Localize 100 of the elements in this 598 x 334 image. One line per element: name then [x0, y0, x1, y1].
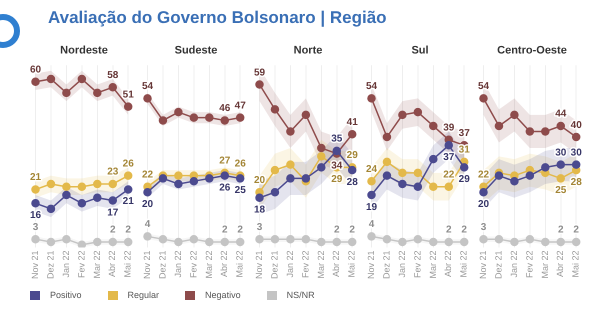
chart-title: Sudeste	[174, 44, 218, 57]
x-tick-label: Jan 22	[396, 250, 407, 278]
data-label: 2	[222, 224, 228, 236]
data-label: 54	[142, 81, 154, 92]
data-label: 18	[254, 204, 266, 216]
x-tick-label: Dez 21	[381, 250, 392, 280]
data-label: 58	[107, 70, 119, 82]
data-label: 2	[573, 224, 580, 236]
x-tick-label: Nov 21	[478, 250, 488, 280]
x-tick-label: Mar 22	[540, 250, 550, 278]
x-tick-label: Fev 22	[188, 250, 198, 278]
data-label: 26	[219, 182, 231, 194]
x-tick-label: Mai 22	[458, 250, 469, 278]
data-label: 31	[458, 144, 470, 156]
x-tick-label: Fev 22	[76, 250, 86, 278]
x-tick-label: Mar 22	[428, 250, 438, 278]
data-label: 44	[555, 108, 567, 120]
data-label: 21	[30, 172, 42, 184]
data-label: 29	[346, 150, 358, 162]
data-label: 25	[234, 185, 246, 196]
data-label: 19	[366, 202, 378, 213]
x-tick-label: Fev 22	[412, 250, 422, 278]
x-tick-label: Mai 22	[570, 250, 581, 278]
x-tick-label: Jan 22	[284, 250, 295, 278]
data-label: 3	[32, 222, 39, 233]
legend-label: Negativo	[204, 290, 241, 300]
x-tick-label: Abr 22	[443, 250, 454, 278]
data-label: 37	[458, 128, 470, 140]
data-label: 28	[570, 176, 582, 188]
data-label: 51	[122, 89, 134, 100]
chart-title: Sul	[411, 44, 429, 57]
data-label: 16	[30, 210, 42, 222]
data-label: 2	[446, 224, 452, 236]
data-label: 25	[555, 185, 567, 196]
data-label: 3	[256, 222, 263, 233]
chart-title: Norte	[294, 44, 322, 57]
x-tick-label: Nov 21	[30, 250, 40, 280]
data-label: 22	[443, 169, 455, 180]
x-tick-label: Fev 22	[524, 250, 534, 278]
data-label: 30	[555, 147, 567, 158]
data-label: 23	[107, 166, 119, 178]
data-label: 20	[478, 198, 490, 210]
chart-title: Centro-Oeste	[497, 44, 567, 57]
x-tick-label: Dez 21	[269, 250, 280, 280]
data-label: 21	[122, 196, 134, 208]
x-tick-label: Jan 22	[60, 250, 71, 278]
data-label: 27	[219, 156, 231, 167]
data-label: 29	[331, 174, 343, 186]
data-label: 54	[366, 81, 378, 92]
data-label: 2	[237, 224, 244, 236]
data-label: 2	[558, 224, 564, 236]
x-tick-label: Abr 22	[219, 250, 230, 278]
data-label: 2	[125, 224, 132, 236]
data-label: 2	[334, 224, 340, 236]
data-label: 30	[570, 147, 582, 158]
x-tick-label: Abr 22	[555, 250, 566, 278]
x-tick-label: Fev 22	[300, 250, 310, 278]
data-label: 24	[366, 164, 378, 175]
legend-label: NS/NR	[286, 290, 315, 300]
legend-label: Positivo	[49, 290, 82, 300]
x-tick-label: Abr 22	[107, 250, 118, 278]
data-label: 20	[254, 174, 266, 186]
data-label: 22	[142, 169, 154, 180]
data-label: 28	[346, 176, 358, 188]
data-label: 2	[461, 224, 468, 236]
data-label: 40	[570, 120, 582, 131]
data-label: 54	[478, 81, 490, 92]
x-tick-label: Nov 21	[366, 250, 376, 280]
data-label: 26	[234, 158, 246, 170]
data-label: 60	[30, 64, 42, 76]
data-label: 47	[234, 100, 246, 112]
data-label: 26	[122, 158, 134, 170]
data-label: 20	[142, 198, 154, 210]
x-tick-label: Dez 21	[45, 250, 56, 280]
data-label: 4	[368, 219, 375, 230]
x-tick-label: Mar 22	[316, 250, 326, 278]
x-tick-label: Mar 22	[204, 250, 214, 278]
x-tick-label: Mai 22	[122, 250, 133, 278]
legend-label: Regular	[126, 290, 160, 300]
data-label: 46	[219, 103, 231, 114]
data-label: 4	[144, 219, 151, 230]
data-label: 39	[443, 122, 455, 134]
data-label: 35	[331, 134, 343, 145]
data-label: 3	[480, 222, 487, 233]
text: Avaliação do Governo Bolsonaro | Região	[48, 8, 387, 28]
data-label: 41	[346, 116, 358, 128]
data-label: 37	[443, 152, 455, 164]
x-tick-label: Jan 22	[172, 250, 183, 278]
data-label: 17	[107, 207, 119, 218]
x-tick-label: Mar 22	[92, 250, 102, 278]
x-tick-label: Nov 21	[254, 250, 264, 280]
x-tick-label: Abr 22	[331, 250, 342, 278]
x-tick-label: Nov 21	[142, 250, 152, 280]
data-label: 59	[254, 67, 266, 78]
data-label: 29	[458, 174, 470, 186]
x-tick-label: Mai 22	[346, 250, 357, 278]
data-label: 22	[478, 169, 490, 180]
x-tick-label: Dez 21	[157, 250, 168, 280]
data-label: 2	[349, 224, 356, 236]
chart-title: Nordeste	[60, 44, 108, 57]
